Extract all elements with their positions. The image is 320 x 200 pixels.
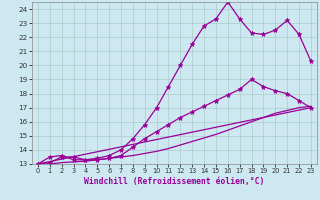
X-axis label: Windchill (Refroidissement éolien,°C): Windchill (Refroidissement éolien,°C)	[84, 177, 265, 186]
